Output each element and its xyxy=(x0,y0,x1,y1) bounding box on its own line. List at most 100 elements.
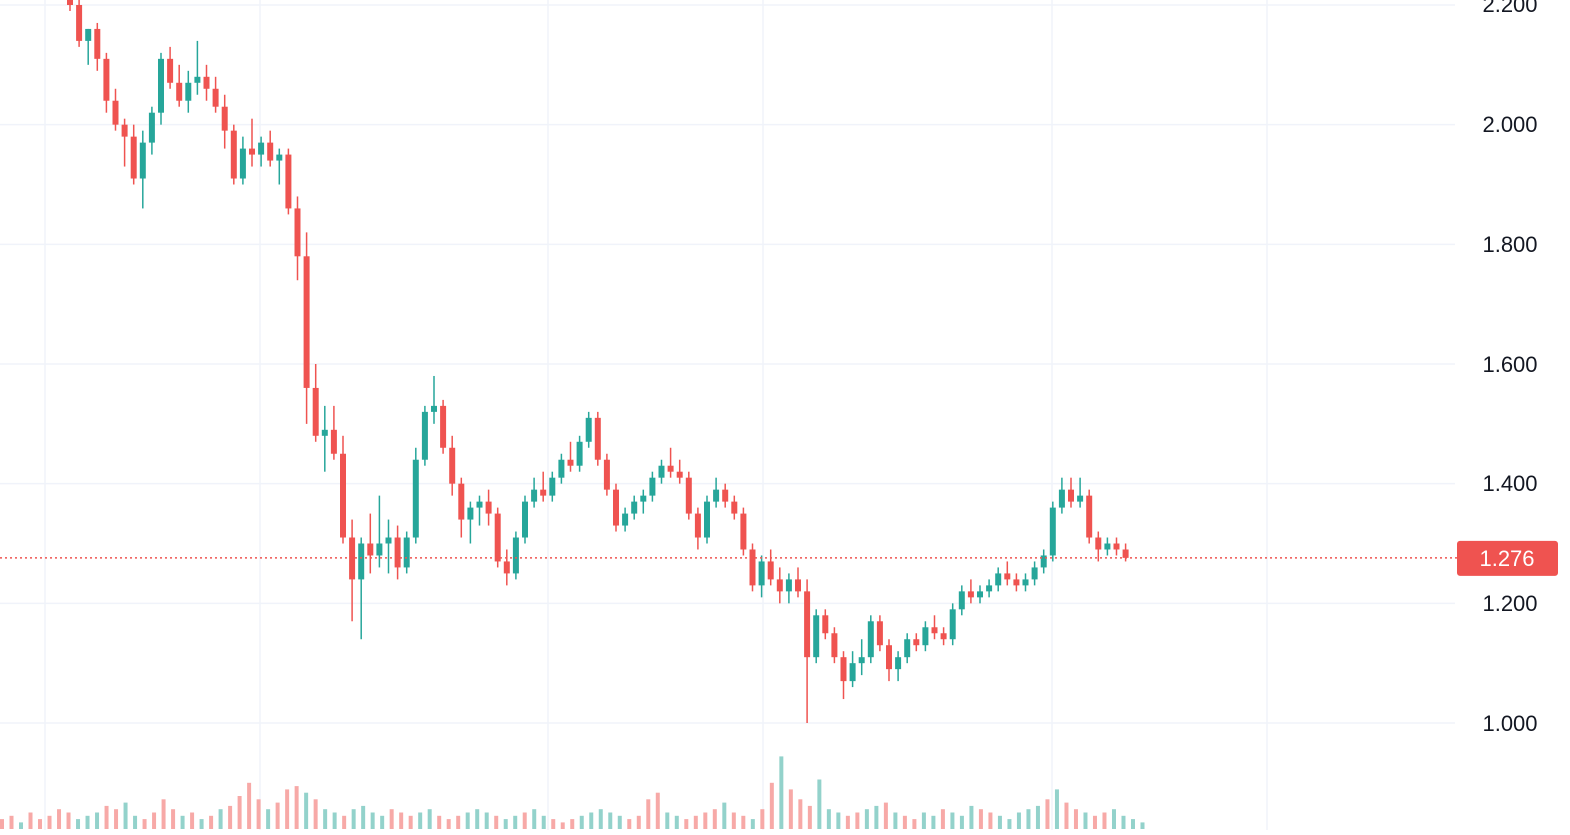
candle xyxy=(522,495,528,544)
candle-body xyxy=(312,387,319,436)
volume-bar xyxy=(1073,809,1078,829)
candles xyxy=(67,0,1129,723)
candle-body xyxy=(704,501,710,538)
candle xyxy=(540,471,547,502)
volume-bar xyxy=(731,812,736,829)
candle xyxy=(103,52,110,113)
candle-body xyxy=(1058,489,1065,508)
candle xyxy=(904,633,911,664)
candle xyxy=(239,136,246,185)
candle xyxy=(285,148,292,215)
volume-bar xyxy=(266,809,271,829)
candle xyxy=(704,495,710,544)
price-tick-label: 2.000 xyxy=(1482,112,1537,137)
candle xyxy=(367,513,374,574)
candle xyxy=(467,501,474,544)
volume-bar xyxy=(883,802,888,829)
volume-bar xyxy=(1102,812,1107,829)
volume-bar xyxy=(969,805,974,829)
candle-body xyxy=(421,411,428,460)
volume-bar xyxy=(1083,812,1088,829)
volume-bar xyxy=(779,756,784,829)
candle-body xyxy=(886,645,892,670)
volume-bar xyxy=(484,812,489,829)
volume-bar xyxy=(361,805,366,829)
candle-body xyxy=(340,453,346,538)
candle-body xyxy=(1013,579,1020,586)
candle-body xyxy=(167,58,174,83)
price-axis[interactable]: 2.200 2.000 1.800 1.600 1.400 1.200 1.00… xyxy=(1482,0,1537,736)
candle xyxy=(503,549,510,586)
volume-bar xyxy=(997,815,1002,829)
volume-bar xyxy=(66,812,71,829)
candle-body xyxy=(467,507,474,520)
candle xyxy=(649,471,656,502)
candle xyxy=(1113,537,1120,556)
candle xyxy=(867,615,874,664)
candle-body xyxy=(1068,489,1074,502)
volume-bar xyxy=(741,815,746,829)
volume-bar xyxy=(921,812,926,829)
candle xyxy=(1068,477,1074,508)
candle-body xyxy=(731,501,738,514)
candle-body xyxy=(194,76,201,83)
candle xyxy=(613,483,619,532)
volume-bar xyxy=(826,809,831,829)
candle xyxy=(640,489,647,514)
candle-body xyxy=(931,627,938,634)
volume-bar xyxy=(1016,812,1021,829)
candle-body xyxy=(458,483,465,520)
volume-bar xyxy=(418,812,423,829)
candle xyxy=(931,615,938,640)
candle-body xyxy=(358,543,365,580)
candle xyxy=(458,477,465,538)
candle xyxy=(148,106,155,155)
candle xyxy=(685,471,692,520)
volume-bar xyxy=(617,815,622,829)
volume-bar xyxy=(627,819,632,829)
candle xyxy=(977,585,983,604)
candle xyxy=(1049,501,1056,562)
candle xyxy=(449,435,456,496)
candle xyxy=(676,459,683,484)
volume-bar xyxy=(38,819,43,829)
volume-bar xyxy=(247,782,252,829)
candle-body xyxy=(676,471,683,478)
volume-bar xyxy=(123,802,128,829)
candle xyxy=(813,609,820,664)
candle xyxy=(494,507,501,568)
volume-bar xyxy=(522,812,527,829)
volume-bar xyxy=(294,786,299,829)
volume-bar xyxy=(152,812,157,829)
volume-bar xyxy=(845,815,850,829)
candle-body xyxy=(176,82,183,101)
candle-body xyxy=(330,429,337,454)
candle-body xyxy=(221,106,228,131)
candle-body xyxy=(840,657,847,682)
candle-body xyxy=(1022,579,1029,586)
candle xyxy=(1058,477,1065,514)
volume-bar xyxy=(399,812,404,829)
last-price-label: 1.276 xyxy=(1479,546,1534,571)
candle xyxy=(94,22,101,71)
candle-body xyxy=(1004,573,1011,580)
candle xyxy=(431,375,437,424)
candle xyxy=(1040,549,1047,574)
candle xyxy=(895,651,902,682)
candle-body xyxy=(512,537,519,574)
candle-body xyxy=(267,142,274,161)
candle xyxy=(121,118,128,167)
candle xyxy=(167,46,174,89)
candle-body xyxy=(858,657,865,664)
candle xyxy=(358,537,365,640)
candle-body xyxy=(949,609,956,640)
candle xyxy=(622,507,629,532)
volume-bar xyxy=(1064,802,1069,829)
candle-body xyxy=(249,148,255,155)
candle-body xyxy=(876,621,883,646)
volume-bar xyxy=(807,805,812,829)
candle-body xyxy=(776,579,783,592)
candle-body xyxy=(904,639,911,658)
